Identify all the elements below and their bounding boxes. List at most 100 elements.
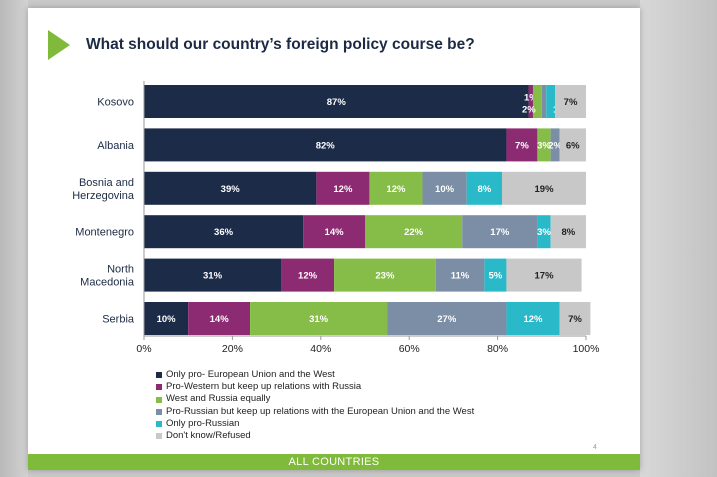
data-label: 5% bbox=[489, 271, 503, 282]
data-label: 12% bbox=[298, 271, 318, 282]
data-label: 36% bbox=[214, 227, 234, 238]
category-labels: Kosovo Albania Bosnia and Herzegovina Monten… bbox=[72, 97, 135, 326]
bar-segment bbox=[506, 258, 582, 292]
bar-segment bbox=[334, 258, 436, 292]
bar-segment bbox=[462, 215, 538, 249]
data-label: 27% bbox=[437, 314, 457, 325]
bar-segment bbox=[369, 171, 423, 205]
bar-segment bbox=[387, 302, 507, 335]
bar-segment bbox=[528, 85, 533, 118]
legend-item: West and Russia equally bbox=[156, 393, 474, 405]
bar-segment bbox=[550, 128, 560, 162]
slide-title: What should our country’s foreign policy… bbox=[86, 36, 475, 53]
data-label: 31% bbox=[309, 314, 329, 325]
bar-segment bbox=[537, 215, 551, 249]
bar-segment bbox=[250, 302, 388, 335]
bar-segment bbox=[559, 302, 591, 335]
data-label: 3% bbox=[537, 140, 551, 151]
footer-bar: ALL COUNTRIES bbox=[28, 454, 640, 470]
slide: What should our country’s foreign policy… bbox=[28, 8, 640, 470]
bar-segment bbox=[144, 128, 507, 162]
data-label: 23% bbox=[375, 271, 395, 282]
data-label: 11% bbox=[451, 271, 470, 282]
legend-item: Pro-Russian but keep up relations with t… bbox=[156, 406, 474, 418]
data-label: 17% bbox=[490, 227, 510, 238]
stacked-bar-chart: Kosovo Albania Bosnia and Herzegovina Monten… bbox=[72, 81, 600, 355]
bar-segment bbox=[506, 128, 538, 162]
data-label: 7% bbox=[564, 97, 578, 108]
background-right bbox=[640, 0, 717, 477]
data-label: 39% bbox=[221, 184, 241, 195]
data-label: 12% bbox=[386, 184, 406, 195]
legend-swatch bbox=[156, 420, 162, 427]
legend-item: Only pro-Russian bbox=[156, 418, 474, 430]
bar-segment bbox=[303, 215, 365, 249]
bar-segment bbox=[422, 171, 467, 205]
x-tick-label: 60% bbox=[399, 343, 420, 355]
legend-swatch bbox=[156, 433, 162, 440]
legend-swatch bbox=[156, 384, 162, 391]
bar-segment bbox=[188, 302, 251, 335]
legend-item: Pro-Western but keep up relations with R… bbox=[156, 381, 474, 393]
legend-label: Only pro- European Union and the West bbox=[166, 369, 335, 380]
bar-segment bbox=[555, 85, 586, 118]
data-label: 8% bbox=[477, 184, 491, 195]
legend-swatch bbox=[156, 396, 162, 403]
bar-segment bbox=[144, 258, 282, 292]
x-tick-label: 100% bbox=[573, 343, 600, 355]
category-label: Montenegro bbox=[75, 227, 134, 239]
data-label: 2% bbox=[522, 105, 536, 116]
category-label: Serbia bbox=[102, 314, 135, 326]
category-label: Bosnia and Herzegovina bbox=[72, 177, 135, 202]
legend-item: Don't know/Refused bbox=[156, 430, 474, 442]
legend-label: Only pro-Russian bbox=[166, 417, 240, 429]
bar-segment bbox=[466, 171, 503, 205]
bar-segment bbox=[435, 258, 485, 292]
bar-segment bbox=[546, 85, 556, 118]
data-label: 10% bbox=[157, 314, 177, 325]
data-label: 14% bbox=[210, 314, 230, 325]
legend-swatch bbox=[156, 372, 162, 379]
legend-label: Pro-Russian but keep up relations with t… bbox=[166, 405, 475, 417]
bar-segment bbox=[537, 128, 551, 162]
bar-segment bbox=[144, 85, 529, 118]
data-label: 22% bbox=[404, 227, 424, 238]
data-label: 17% bbox=[535, 271, 555, 282]
bar-segment bbox=[541, 85, 547, 118]
legend-label: Pro-Western but keep up relations with R… bbox=[166, 381, 362, 393]
data-label: 12% bbox=[523, 314, 543, 325]
bar-segment bbox=[144, 215, 304, 249]
bar-segment bbox=[365, 215, 463, 249]
bar-segment bbox=[281, 258, 335, 292]
data-label: 7% bbox=[568, 314, 582, 325]
title-arrow-icon bbox=[48, 30, 70, 60]
x-tick-label: 0% bbox=[136, 343, 151, 355]
bar-segment bbox=[559, 128, 586, 162]
bar-segment bbox=[502, 171, 586, 205]
data-label: 82% bbox=[316, 140, 336, 151]
bar-segment bbox=[506, 302, 560, 335]
data-label: 1% bbox=[524, 93, 538, 104]
data-label: 10% bbox=[435, 184, 455, 195]
footer-label: ALL COUNTRIES bbox=[288, 456, 380, 468]
data-label: 14% bbox=[325, 227, 345, 238]
legend: Only pro- European Union and the West Pro… bbox=[156, 369, 474, 442]
bars: 87%1%2%2%1%7%82%7%3%2%6%39%12%12%10%8%19… bbox=[144, 85, 591, 335]
legend-swatch bbox=[156, 408, 162, 415]
bar-segment bbox=[484, 258, 507, 292]
category-label: Kosovo bbox=[97, 97, 134, 109]
bar-segment bbox=[316, 171, 370, 205]
data-label: 12% bbox=[333, 184, 353, 195]
legend-label: West and Russia equally bbox=[166, 393, 271, 405]
data-label: 7% bbox=[515, 140, 529, 151]
x-tick-label: 80% bbox=[487, 343, 508, 355]
data-label: 87% bbox=[327, 97, 347, 108]
data-label: 31% bbox=[203, 271, 223, 282]
bar-segment bbox=[532, 85, 542, 118]
category-label: North Macedonia bbox=[80, 264, 135, 289]
x-tick-label: 20% bbox=[222, 343, 243, 355]
legend-label: Don't know/Refused bbox=[166, 430, 251, 442]
data-label: 19% bbox=[535, 184, 555, 195]
data-label: 8% bbox=[561, 227, 575, 238]
bar-segment bbox=[144, 171, 317, 205]
